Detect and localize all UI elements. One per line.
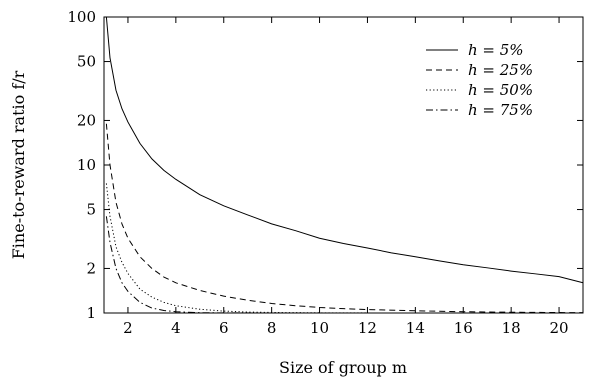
series-group bbox=[105, 16, 584, 314]
x-tick-label: 10 bbox=[310, 319, 329, 337]
y-tick-label: 10 bbox=[77, 156, 96, 174]
x-tick-label: 6 bbox=[219, 319, 229, 337]
y-tick-label: 1 bbox=[86, 304, 96, 322]
x-axis-label: Size of group m bbox=[279, 358, 407, 377]
legend-entry-label: h = 5% bbox=[468, 41, 524, 59]
x-tick-label: 4 bbox=[171, 319, 181, 337]
legend-entry-label: h = 50% bbox=[468, 81, 533, 99]
y-axis-ticks: 1 2 5 10 20 50 100 bbox=[67, 8, 583, 322]
legend-entry-label: h = 75% bbox=[468, 101, 533, 119]
y-tick-label: 20 bbox=[77, 111, 96, 129]
x-tick-label: 16 bbox=[454, 319, 473, 337]
x-tick-label: 12 bbox=[358, 319, 377, 337]
x-axis-ticks: 2 4 6 8 10 12 14 16 18 20 bbox=[123, 17, 569, 337]
y-tick-label: 5 bbox=[86, 201, 96, 219]
y-tick-label: 2 bbox=[86, 259, 96, 277]
y-tick-label: 100 bbox=[67, 8, 96, 26]
series-line bbox=[105, 216, 583, 314]
legend-entry-label: h = 25% bbox=[468, 61, 533, 79]
y-tick-label: 50 bbox=[77, 53, 96, 71]
x-tick-label: 2 bbox=[123, 319, 133, 337]
series-line bbox=[105, 123, 584, 314]
x-tick-label: 20 bbox=[550, 319, 569, 337]
x-tick-label: 18 bbox=[502, 319, 521, 337]
x-tick-label: 8 bbox=[267, 319, 277, 337]
series-line bbox=[105, 16, 584, 284]
y-axis-label: Fine-to-reward ratio f/r bbox=[9, 70, 28, 259]
legend: h = 5% h = 25% h = 50% h = 75% bbox=[426, 41, 533, 119]
x-tick-label: 14 bbox=[406, 319, 425, 337]
series-line bbox=[105, 183, 583, 314]
